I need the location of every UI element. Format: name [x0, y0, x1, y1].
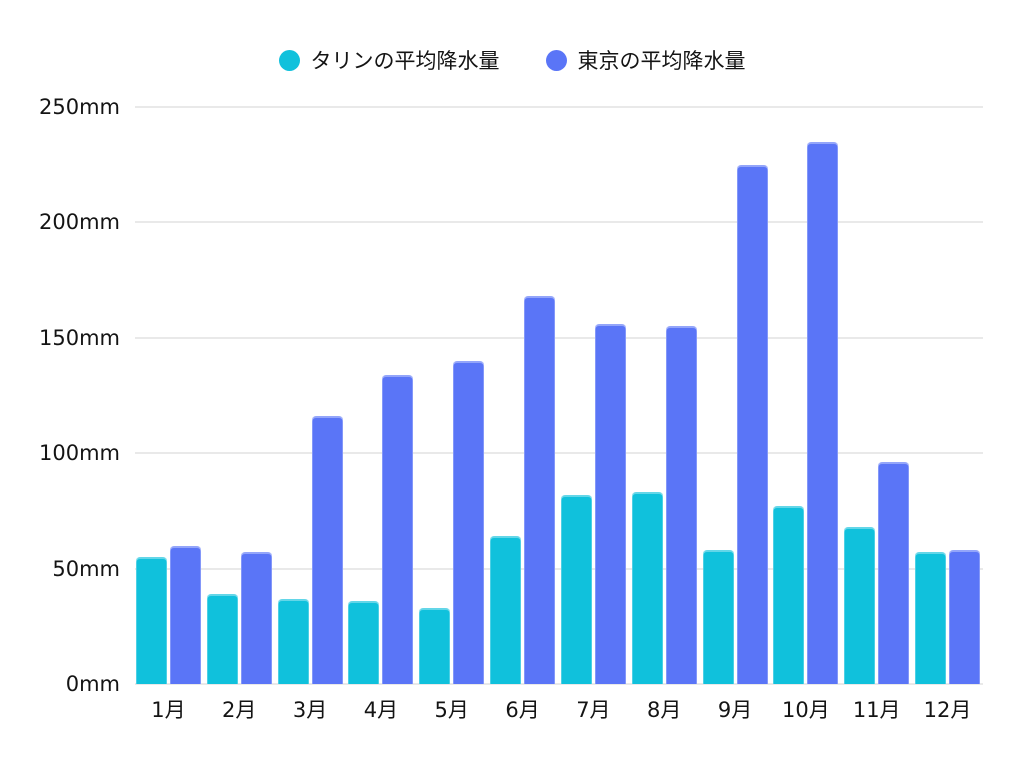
tokyo-bar-month-12: [949, 550, 981, 684]
gridline-100mm: [135, 452, 983, 455]
legend-label-tallinn: タリンの平均降水量: [310, 49, 500, 73]
gridline-0mm: [135, 683, 983, 685]
bar-group-month-3: 3月: [275, 107, 346, 722]
legend-item-tallinn: タリンの平均降水量: [278, 45, 500, 75]
tallinn-bar-month-8: [631, 492, 663, 684]
bar-group-month-7: 7月: [558, 107, 629, 722]
tallinn-bar-month-4: [348, 600, 380, 684]
bar-group-month-12: 12月: [912, 107, 983, 722]
bar-group-month-2: 2月: [204, 107, 275, 722]
x-axis-tick-label: 9月: [717, 698, 753, 722]
tokyo-bar-month-3: [311, 416, 343, 684]
tokyo-bar-month-4: [382, 374, 414, 684]
chart-legend: タリンの平均降水量 東京の平均降水量: [0, 45, 1024, 75]
gridline-250mm: [135, 106, 983, 108]
x-axis-tick-label: 1月: [151, 698, 186, 722]
y-axis-tick-label: 100mm: [39, 441, 120, 466]
tallinn-bar-month-7: [560, 494, 592, 684]
x-axis-tick-label: 3月: [292, 698, 328, 722]
y-axis-tick-label: 0mm: [65, 672, 120, 696]
bar-group-month-6: 6月: [487, 107, 558, 722]
y-axis-tick-label: 150mm: [39, 325, 120, 350]
tallinn-bar-month-5: [419, 607, 451, 684]
tallinn-bar-month-3: [277, 598, 309, 684]
tallinn-bar-month-11: [844, 527, 876, 684]
x-axis-tick-label: 8月: [647, 698, 682, 722]
bar-group-month-1: 1月: [133, 107, 204, 722]
y-axis-tick-label: 50mm: [52, 556, 120, 581]
x-axis-tick-label: 7月: [576, 698, 611, 722]
tokyo-bar-month-10: [807, 141, 839, 684]
y-axis-tick-label: 250mm: [39, 95, 120, 119]
bar-groups: 1月 2月 3月 4月 5月 6月 7月 8月 9月 10月 11月 12月: [133, 107, 983, 722]
bar-group-month-8: 8月: [629, 107, 700, 722]
plot-area: 1月 2月 3月 4月 5月 6月 7月 8月 9月 10月 11月 12月: [133, 106, 983, 722]
tallinn-bar-month-12: [915, 552, 947, 684]
legend-label-tokyo: 東京の平均降水量: [577, 49, 746, 73]
x-axis-tick-label: 6月: [505, 698, 540, 722]
legend-dot-tokyo-icon: [545, 49, 567, 71]
legend-item-tokyo: 東京の平均降水量: [545, 45, 746, 75]
x-axis-tick-label: 4月: [363, 698, 399, 722]
x-axis-tick-label: 2月: [222, 698, 257, 722]
tokyo-bar-month-8: [665, 326, 697, 684]
tokyo-bar-month-11: [878, 462, 910, 684]
tokyo-bar-month-2: [240, 552, 272, 684]
bar-group-month-4: 4月: [345, 107, 416, 722]
gridline-200mm: [135, 221, 983, 224]
bar-group-month-9: 9月: [700, 107, 771, 722]
tokyo-bar-month-5: [453, 360, 485, 684]
x-axis-tick-label: 10月: [782, 698, 830, 722]
tokyo-bar-month-7: [594, 323, 626, 684]
bar-group-month-11: 11月: [841, 107, 912, 722]
bar-group-month-5: 5月: [416, 107, 487, 722]
bar-group-month-10: 10月: [770, 107, 841, 722]
y-axis: 0mm 50mm 100mm 150mm 200mm 250mm: [0, 95, 120, 696]
gridline-50mm: [135, 567, 983, 570]
tokyo-bar-month-9: [736, 164, 768, 684]
tallinn-bar-month-10: [773, 506, 805, 684]
x-axis-tick-label: 11月: [852, 698, 901, 722]
x-axis-tick-label: 12月: [923, 698, 972, 722]
tallinn-bar-month-2: [206, 594, 238, 684]
tallinn-bar-month-6: [490, 536, 522, 684]
tallinn-bar-month-9: [702, 550, 734, 684]
tokyo-bar-month-1: [169, 545, 201, 684]
tallinn-bar-month-1: [135, 557, 167, 684]
tokyo-bar-month-6: [524, 296, 556, 684]
gridline-150mm: [135, 336, 983, 339]
y-axis-tick-label: 200mm: [39, 210, 120, 235]
legend-dot-tallinn-icon: [278, 49, 300, 71]
x-axis-tick-label: 5月: [434, 698, 469, 722]
